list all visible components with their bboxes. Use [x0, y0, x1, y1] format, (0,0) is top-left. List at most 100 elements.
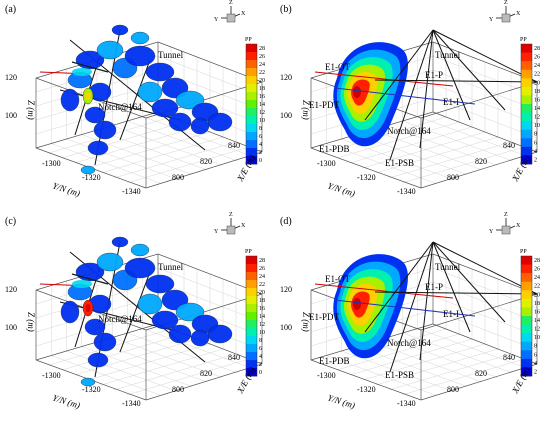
x-tick-label: 820 — [475, 369, 487, 378]
grid-line — [432, 281, 538, 323]
panel-c: Tunnel Notch@164 (c) Z Y X PP 28 26 24 22 20 18 16 14 1… — [0, 212, 275, 424]
borehole-line — [71, 273, 109, 285]
colorbar-tick-label: 28 — [259, 258, 265, 264]
box-edge — [432, 111, 538, 153]
pressure-disc — [145, 62, 175, 82]
box-edge — [145, 151, 263, 189]
triad-z-label: Z — [504, 212, 508, 218]
z-axis-title: Z (m) — [26, 100, 36, 120]
grid-line — [142, 328, 253, 369]
grid-line — [51, 355, 162, 396]
colorbar-swatch — [246, 100, 257, 109]
colorbar-tick-label: 24 — [534, 63, 540, 69]
colorbar-swatch — [521, 264, 532, 274]
grid-line — [66, 350, 177, 392]
colorbar-tick-label: 24 — [259, 62, 265, 68]
x-tick-label: 840 — [228, 141, 240, 150]
colorbar-tick-label: 16 — [259, 306, 265, 312]
pressure-disc — [151, 310, 179, 330]
triad-y-label: Y — [489, 17, 494, 23]
grid-line — [66, 138, 177, 180]
borehole-line — [389, 241, 434, 373]
chart-svg: Tunnel E1-OT E1-P E1-PDT E1-I Notch@164 E1-PDB… — [280, 212, 540, 411]
grid-line — [100, 348, 224, 386]
colorbar-swatch — [521, 129, 532, 139]
grid-line — [388, 141, 512, 179]
annotation-tunnel: Tunnel — [435, 262, 461, 272]
colorbar-swatch — [246, 288, 257, 297]
pressure-disc — [84, 106, 106, 124]
pressure-disc — [60, 300, 80, 324]
annotation-e1-psb: E1-PSB — [385, 370, 414, 380]
annotation-e1-i: E1-I — [443, 97, 459, 107]
chart-svg: TunnelNotch@164(c)ZYXPP28262422201816141… — [5, 212, 265, 411]
z-tick-label: 120 — [5, 285, 17, 294]
pressure-disc — [80, 165, 96, 175]
box-edge — [310, 359, 422, 401]
grid-line — [323, 116, 447, 154]
grid-line — [432, 295, 538, 337]
annotations: Tunnel E1-OT E1-P E1-PDT E1-I Notch@164 E1-PDB… — [309, 262, 461, 380]
pressure-disc — [96, 252, 124, 272]
grid-line — [336, 333, 460, 371]
grid-line — [371, 341, 483, 383]
annotations: Tunnel Notch@164 — [98, 50, 184, 112]
triad-z-label: Z — [229, 212, 233, 218]
colorbar-tick-label: 24 — [259, 274, 265, 280]
borehole-line — [432, 241, 471, 333]
grid-line — [35, 295, 159, 333]
colorbar-tick-label: 10 — [534, 123, 540, 129]
box-edge — [420, 293, 538, 331]
colorbar-swatch — [521, 290, 532, 300]
colorbar-swatch — [246, 124, 257, 133]
grid-line — [349, 338, 473, 376]
x-tick-label: 820 — [475, 157, 487, 166]
borehole-line — [364, 29, 434, 121]
annotation-e1-ot: E1-OT — [325, 62, 350, 72]
box-edge — [157, 253, 263, 295]
colorbar-swatch — [246, 264, 257, 273]
x-tick-label: 800 — [172, 173, 184, 182]
colorbar-swatch — [521, 298, 532, 308]
pressure-disc — [130, 31, 150, 45]
annotation-notch-164: Notch@164 — [98, 314, 142, 324]
colorbar-tick-label: 6 — [259, 134, 262, 140]
annotation-e1-p: E1-P — [425, 282, 443, 292]
borehole-line — [432, 241, 538, 295]
colorbar-swatch — [521, 350, 532, 360]
colorbar-swatch — [521, 358, 532, 368]
x-tick-label: 840 — [503, 353, 515, 362]
grid-line — [432, 69, 538, 111]
colorbar-swatch — [521, 316, 532, 325]
colorbar-frame — [520, 43, 533, 165]
colorbar-tick-label: 16 — [534, 97, 540, 103]
grid-line — [401, 146, 525, 184]
box-edge — [145, 363, 263, 401]
colorbar-tick-label: 4 — [534, 149, 537, 155]
triad-y-label: Y — [214, 17, 219, 23]
pressure-disc — [207, 112, 233, 132]
borehole-line — [432, 29, 538, 83]
annotation-e1-pdt: E1-PDT — [309, 100, 339, 110]
annotation-e1-i: E1-I — [443, 309, 459, 319]
colorbar-tick-label: 18 — [534, 89, 540, 95]
pressure-disc — [87, 352, 109, 368]
z-tick-label: 120 — [280, 285, 292, 294]
colorbar-tick-label: 8 — [534, 132, 537, 138]
colorbar-swatch — [246, 68, 257, 77]
pressure-disc — [72, 68, 92, 76]
x-tick-label: 800 — [447, 173, 459, 182]
colorbar-swatch — [521, 61, 532, 71]
borehole-line — [389, 29, 434, 161]
z-tick-label: 100 — [5, 323, 17, 332]
annotation-notch-164: Notch@164 — [387, 126, 431, 136]
x-tick-label: 820 — [200, 157, 212, 166]
colorbar-tick-label: 4 — [259, 354, 262, 360]
colorbar-swatch — [521, 112, 532, 122]
tunnel-line — [374, 291, 538, 295]
colorbar-swatch — [246, 360, 257, 369]
colorbar-swatch — [246, 280, 257, 289]
grid-line — [326, 143, 437, 184]
colorbar-swatch — [521, 78, 532, 88]
